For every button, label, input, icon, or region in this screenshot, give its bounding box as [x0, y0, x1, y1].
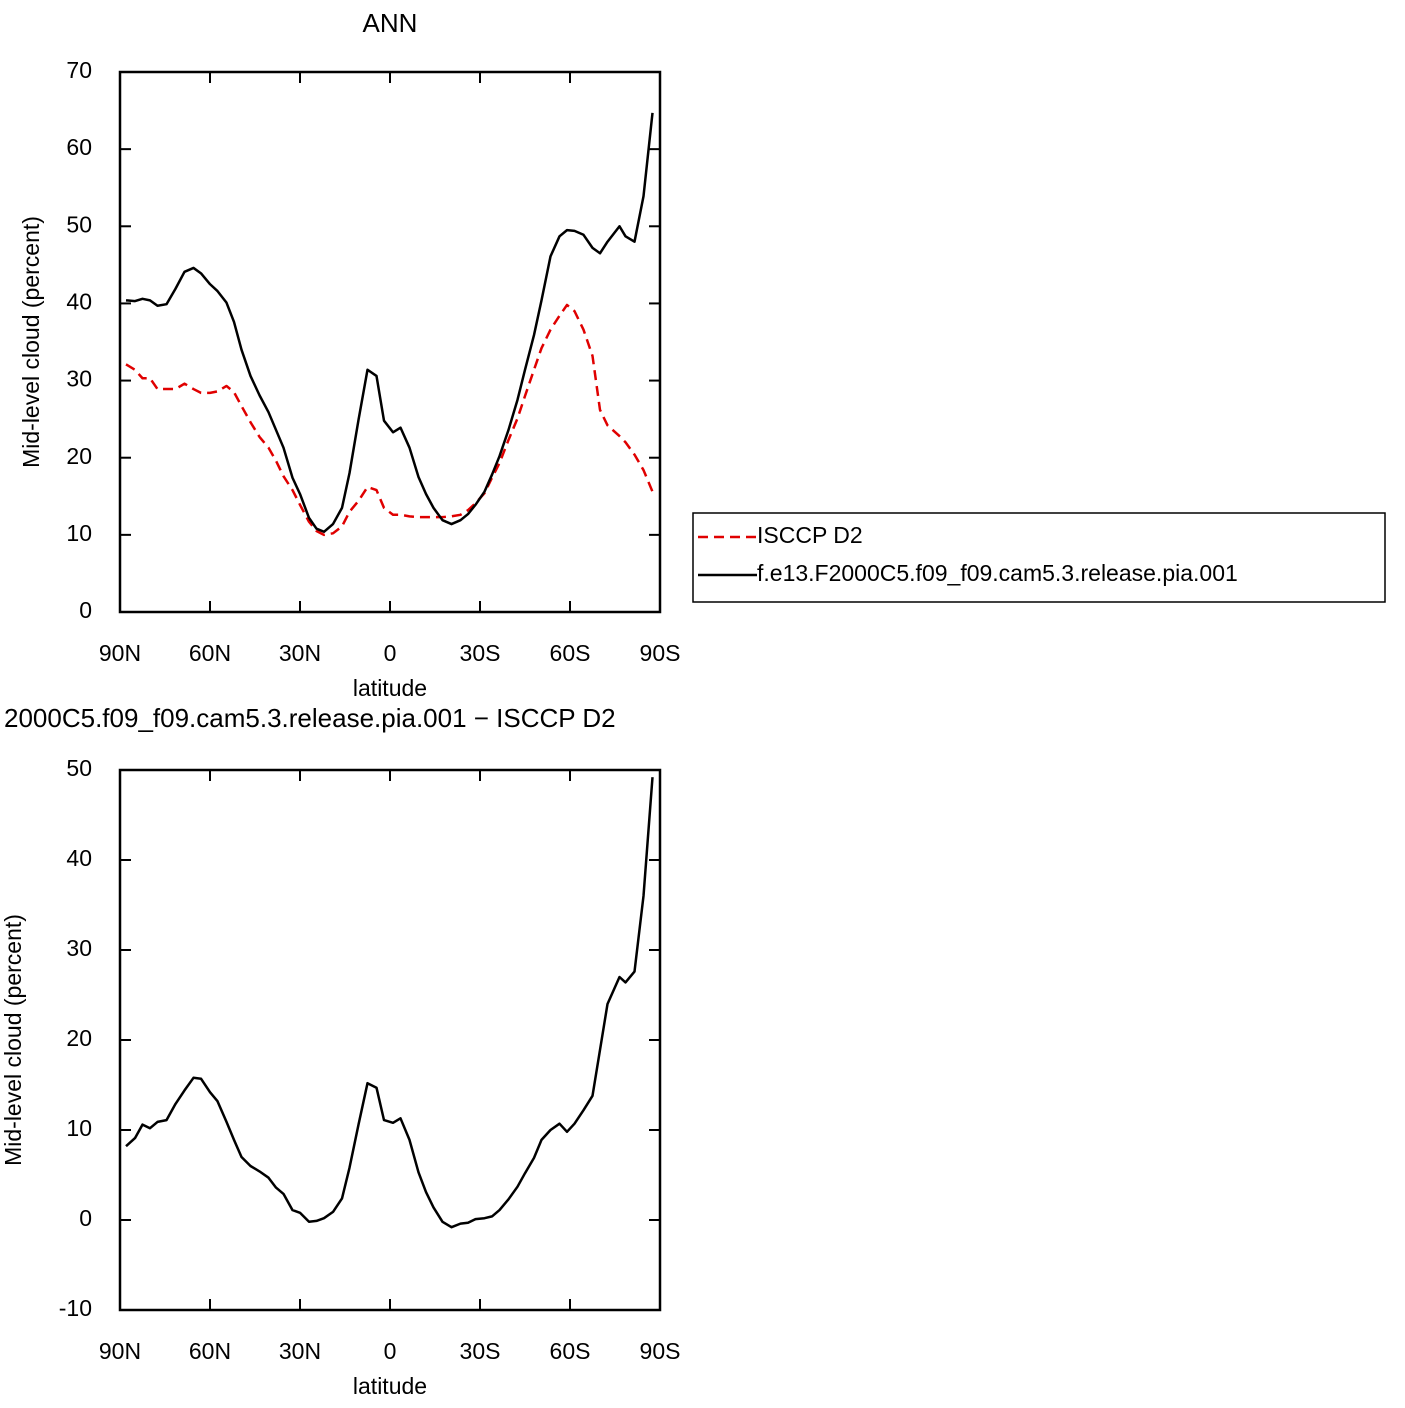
chart-title: ANN [363, 8, 418, 38]
legend-label: f.e13.F2000C5.f09_f09.cam5.3.release.pia… [757, 560, 1238, 586]
x-tick-label: 60N [189, 1338, 231, 1364]
y-tick-label: 0 [79, 1205, 92, 1231]
series-line [125, 777, 654, 1229]
series-line [125, 303, 654, 537]
y-tick-label: 70 [66, 57, 92, 83]
x-tick-label: 90N [99, 640, 141, 666]
legend-label: ISCCP D2 [757, 522, 863, 548]
plot-frame [118, 70, 662, 614]
x-tick-label: 90S [640, 640, 681, 666]
y-tick-label: 50 [66, 211, 92, 237]
y-tick-label: 10 [66, 520, 92, 546]
x-tick-label: 0 [384, 1338, 397, 1364]
legend: ISCCP D2 f.e13.F2000C5.f09_f09.cam5.3.rel… [692, 512, 1386, 603]
x-tick-label: 90N [99, 1338, 141, 1364]
x-tick-label: 60S [550, 1338, 591, 1364]
y-tick-label: -10 [59, 1295, 92, 1321]
x-tick-label: 30N [279, 640, 321, 666]
x-axis-label: latitude [353, 675, 427, 701]
x-tick-label: 60N [189, 640, 231, 666]
y-tick-label: 20 [66, 1025, 92, 1051]
series-line [125, 112, 654, 534]
x-tick-label: 0 [384, 640, 397, 666]
y-tick-label: 40 [66, 845, 92, 871]
y-tick-label: 10 [66, 1115, 92, 1141]
y-tick-label: 60 [66, 134, 92, 160]
y-tick-label: 30 [66, 366, 92, 392]
x-tick-label: 30N [279, 1338, 321, 1364]
x-tick-label: 30S [460, 1338, 501, 1364]
x-tick-label: 60S [550, 640, 591, 666]
y-axis-label: Mid-level cloud (percent) [18, 216, 44, 468]
y-tick-label: 20 [66, 443, 92, 469]
x-axis-label: latitude [353, 1373, 427, 1399]
y-tick-label: 30 [66, 935, 92, 961]
legend-box [692, 512, 1386, 603]
plot-frame [118, 768, 662, 1312]
x-tick-label: 90S [640, 1338, 681, 1364]
y-tick-label: 40 [66, 289, 92, 315]
y-tick-label: 0 [79, 597, 92, 623]
y-tick-label: 50 [66, 755, 92, 781]
y-axis-label: Mid-level cloud (percent) [0, 914, 26, 1166]
x-tick-label: 30S [460, 640, 501, 666]
chart-title: 2000C5.f09_f09.cam5.3.release.pia.001 − … [4, 703, 616, 733]
